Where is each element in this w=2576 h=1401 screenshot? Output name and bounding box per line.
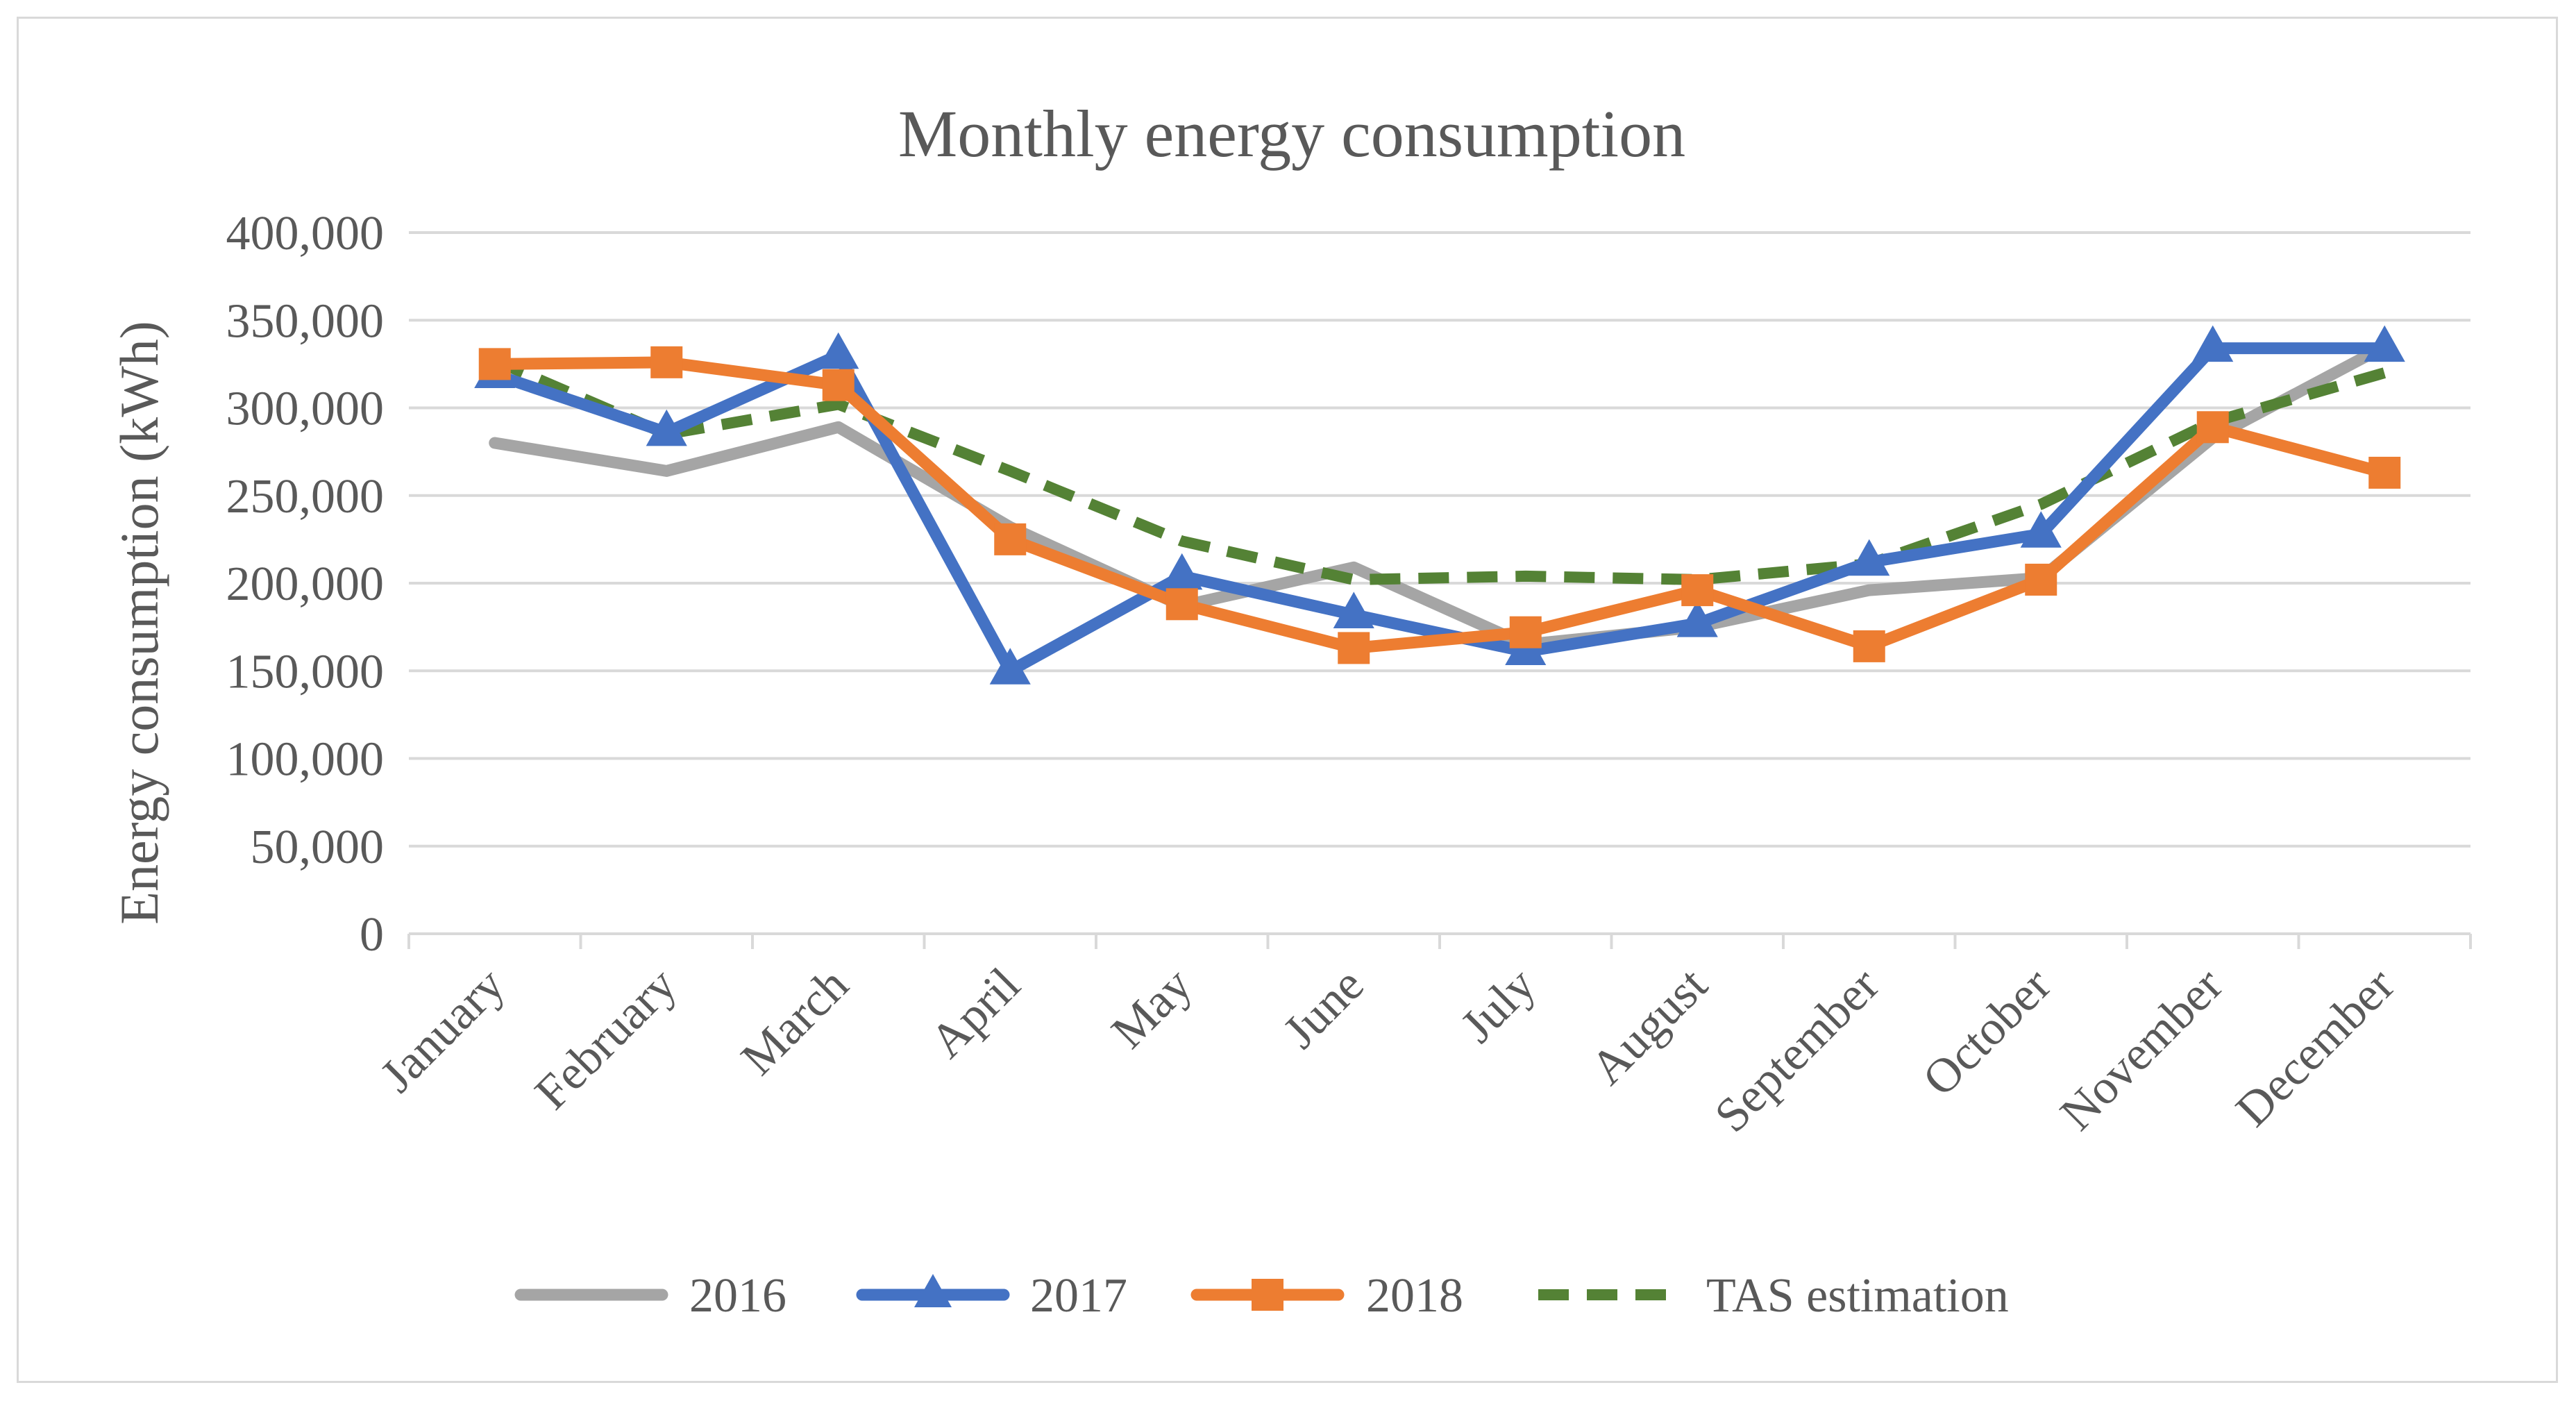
data-point-2017 [1333, 592, 1374, 628]
y-tick-label: 0 [360, 908, 384, 962]
data-point-2016 [1869, 589, 1870, 591]
data-point-tas-estimation [1181, 540, 1183, 542]
data-point-2017 [646, 409, 687, 446]
x-tick-label: September [1705, 958, 1889, 1143]
data-point-2017 [1849, 539, 1890, 576]
line-chart: Monthly energy consumption Energy consum… [109, 97, 2472, 1323]
y-axis-ticks: 0 50,000 100,000 150,000 200,000 250,000 300,0… [226, 207, 385, 962]
x-tick-label: October [1913, 958, 2062, 1107]
legend-item-2018: 2018 [1190, 1269, 1463, 1323]
legend-item-2016: 2016 [514, 1269, 786, 1323]
data-point-2016 [838, 426, 839, 428]
series-tas-estimation [492, 355, 2386, 585]
legend-label-tas-estimation: TAS estimation [1706, 1269, 2009, 1323]
legend-item-2017: 2017 [856, 1269, 1127, 1323]
x-axis [407, 932, 2472, 949]
y-tick-label: 400,000 [226, 207, 385, 260]
data-point-2018 [2196, 411, 2229, 444]
plot-series [474, 325, 2405, 685]
x-tick-label: June [1273, 958, 1374, 1059]
legend-label-2018: 2018 [1366, 1269, 1463, 1323]
series-line-tas-estimation [492, 355, 2386, 585]
data-point-2016 [1353, 567, 1354, 568]
y-tick-label: 50,000 [251, 821, 385, 874]
data-point-2017 [1161, 553, 1203, 590]
data-point-2017 [2364, 325, 2405, 362]
x-axis-ticks: January February March April May June July Augu… [371, 957, 2405, 1143]
data-point-tas-estimation [2384, 372, 2385, 374]
data-point-2018 [2368, 456, 2401, 489]
data-point-2018 [2025, 563, 2057, 596]
legend: 2016 2017 2018 TAS estimation [514, 1269, 2009, 1323]
data-point-2018 [822, 369, 855, 401]
x-tick-label: July [1451, 958, 1546, 1053]
chart-area: Monthly energy consumption Energy consum… [17, 17, 2558, 1383]
data-point-tas-estimation [1009, 470, 1011, 471]
data-point-2018 [650, 346, 683, 378]
y-axis-label: Energy consumption (kWh) [109, 321, 169, 924]
x-tick-label: May [1102, 958, 1202, 1059]
series-line-2018 [489, 356, 2391, 654]
x-tick-label: January [371, 958, 515, 1102]
y-tick-label: 150,000 [226, 645, 385, 698]
x-tick-label: August [1581, 957, 1718, 1095]
x-tick-label: February [525, 958, 687, 1120]
x-tick-label: November [2051, 958, 2233, 1141]
data-point-tas-estimation [2040, 503, 2042, 505]
data-point-tas-estimation [1353, 579, 1354, 580]
series-2018 [478, 346, 2401, 664]
data-point-2018 [1165, 588, 1198, 621]
data-point-2017 [818, 332, 859, 369]
legend-item-tas-estimation: TAS estimation [1538, 1269, 2009, 1323]
data-point-tas-estimation [838, 403, 839, 405]
data-point-2017 [989, 648, 1031, 685]
x-tick-label: December [2226, 958, 2405, 1137]
x-tick-label: April [920, 958, 1031, 1068]
legend-marker-2017 [914, 1274, 952, 1307]
data-point-2018 [478, 348, 511, 380]
data-point-tas-estimation [1525, 576, 1526, 577]
data-point-2016 [494, 442, 496, 444]
y-tick-label: 200,000 [226, 557, 385, 611]
data-point-2017 [2192, 325, 2234, 362]
data-point-2018 [994, 523, 1027, 555]
y-tick-label: 250,000 [226, 470, 385, 523]
data-point-2018 [1853, 630, 1885, 662]
legend-label-2016: 2016 [689, 1269, 786, 1323]
gridlines [409, 231, 2470, 848]
data-point-2018 [1509, 616, 1542, 648]
x-tick-label: March [731, 958, 859, 1086]
y-tick-label: 100,000 [226, 733, 385, 787]
chart-title: Monthly energy consumption [898, 97, 1685, 171]
data-point-2016 [666, 470, 667, 471]
data-point-2017 [1676, 601, 1718, 637]
data-point-2018 [1338, 632, 1370, 664]
legend-label-2017: 2017 [1030, 1269, 1127, 1323]
y-tick-label: 350,000 [226, 294, 385, 348]
y-tick-label: 300,000 [226, 383, 385, 436]
data-point-2018 [1681, 574, 1714, 607]
series-line-2017 [489, 342, 2391, 677]
legend-marker-2018 [1252, 1279, 1283, 1311]
data-point-2017 [2020, 511, 2062, 548]
